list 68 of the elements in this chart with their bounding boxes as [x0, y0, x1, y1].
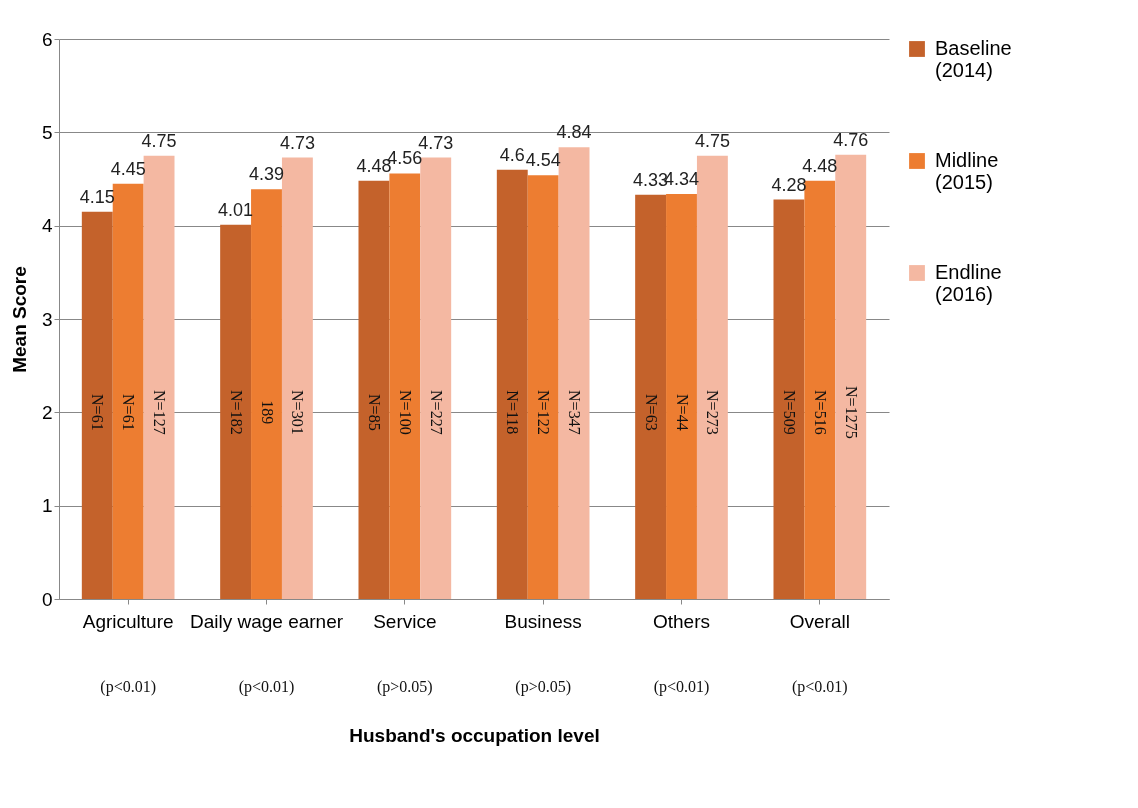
y-tick-label: 6 [41, 28, 53, 50]
data-label: 4.75 [141, 130, 177, 151]
annotation: N=1275 [842, 386, 860, 439]
data-label: 4.45 [110, 158, 146, 179]
bar [835, 154, 867, 599]
annotation: N=273 [704, 390, 722, 435]
y-tick-label: 4 [41, 215, 53, 237]
annotation: N=347 [566, 390, 584, 435]
x-tick-label: Business [504, 610, 582, 632]
annotation: N=127 [151, 390, 169, 435]
text: (p>0.05) [376, 678, 433, 696]
annotation: N=61 [89, 394, 107, 431]
annotation: N=63 [642, 394, 660, 431]
annotation: N=85 [365, 394, 383, 431]
bar [81, 211, 113, 599]
bar [773, 199, 805, 599]
bar [666, 193, 697, 599]
bar [635, 194, 667, 599]
bar [420, 157, 452, 599]
annotation: 189 [258, 400, 276, 425]
y-tick-label: 2 [41, 401, 53, 423]
text: (p>0.05) [515, 678, 572, 696]
legend-label: Baseline (2014) [935, 37, 1012, 81]
bar [389, 173, 421, 599]
annotation: N=301 [289, 390, 307, 435]
y-tick-label: 5 [41, 121, 53, 143]
data-label: 4.73 [279, 132, 315, 153]
bar [281, 157, 313, 599]
text: (p<0.01) [653, 678, 710, 696]
legend-label: Endline (2016) [935, 261, 1002, 305]
annotation: N=118 [504, 390, 522, 435]
data-label: 4.39 [248, 164, 285, 185]
legend-label: Midline (2015) [935, 149, 999, 193]
annotation: N=61 [120, 394, 138, 431]
x-tick-label: Agriculture [82, 610, 174, 632]
bar [112, 183, 144, 599]
bar [804, 180, 836, 599]
bar [143, 155, 175, 599]
x-tick-label: Service [373, 610, 437, 632]
data-label: 4.54 [525, 150, 561, 171]
text: (p<0.01) [238, 678, 295, 696]
data-label: 4.6 [499, 144, 525, 165]
y-tick-label: 3 [41, 308, 53, 330]
bar [220, 224, 252, 599]
annotation: N=44 [673, 394, 691, 431]
x-tick-label: Overall [789, 610, 850, 632]
y-tick-label: 0 [41, 588, 53, 610]
bar [251, 189, 282, 599]
data-label: 4.76 [833, 129, 869, 150]
annotation: N=509 [780, 390, 798, 435]
y-tick-label: 1 [41, 495, 53, 517]
text: (p<0.01) [791, 678, 848, 696]
annotation: N=100 [396, 390, 414, 435]
x-tick-label: Others [652, 610, 711, 632]
data-label: 4.84 [556, 122, 592, 143]
bar [358, 180, 390, 599]
text: (p<0.01) [100, 678, 157, 696]
annotation: N=227 [427, 390, 445, 435]
annotation: N=516 [811, 390, 829, 435]
x-tick-label: Daily wage earner [189, 610, 344, 632]
y-axis-title: Mean Score [8, 266, 30, 373]
data-label: 4.48 [802, 155, 838, 176]
data-label: 4.75 [694, 130, 730, 151]
bar [527, 175, 559, 599]
bar [496, 169, 528, 599]
x-axis-title: Husband's occupation level [349, 724, 600, 746]
annotation: N=122 [535, 390, 553, 435]
annotation: N=182 [227, 390, 245, 435]
